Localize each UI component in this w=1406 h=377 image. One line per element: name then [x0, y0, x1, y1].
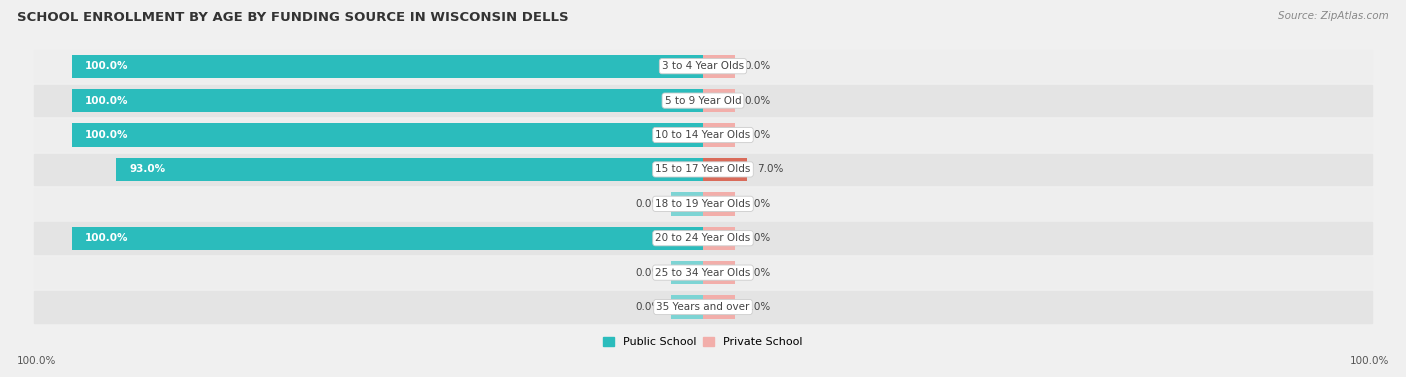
Bar	[703, 261, 734, 284]
Text: 100.0%: 100.0%	[17, 356, 56, 366]
Text: 10 to 14 Year Olds: 10 to 14 Year Olds	[655, 130, 751, 140]
Text: 0.0%: 0.0%	[636, 199, 662, 209]
Bar	[672, 192, 703, 216]
Bar	[72, 227, 703, 250]
Bar	[672, 261, 703, 284]
Bar	[117, 158, 703, 181]
Text: 5 to 9 Year Old: 5 to 9 Year Old	[665, 96, 741, 106]
Bar	[34, 119, 1372, 151]
Text: 100.0%: 100.0%	[84, 61, 128, 71]
Bar	[703, 295, 734, 319]
Text: 93.0%: 93.0%	[129, 164, 165, 175]
Text: 18 to 19 Year Olds: 18 to 19 Year Olds	[655, 199, 751, 209]
Text: 0.0%: 0.0%	[744, 96, 770, 106]
Text: 0.0%: 0.0%	[744, 199, 770, 209]
Text: 35 Years and over: 35 Years and over	[657, 302, 749, 312]
Text: 100.0%: 100.0%	[84, 233, 128, 243]
Bar	[72, 55, 703, 78]
Bar	[34, 51, 1372, 82]
Bar	[72, 89, 703, 112]
Text: 0.0%: 0.0%	[636, 302, 662, 312]
Text: 0.0%: 0.0%	[744, 130, 770, 140]
Text: 0.0%: 0.0%	[744, 302, 770, 312]
Text: 25 to 34 Year Olds: 25 to 34 Year Olds	[655, 268, 751, 277]
Bar	[34, 222, 1372, 254]
Bar	[34, 291, 1372, 323]
Text: 0.0%: 0.0%	[744, 268, 770, 277]
Bar	[72, 123, 703, 147]
Text: 0.0%: 0.0%	[636, 268, 662, 277]
Bar	[703, 158, 747, 181]
Text: 100.0%: 100.0%	[84, 130, 128, 140]
Legend: Public School, Private School: Public School, Private School	[599, 333, 807, 352]
Text: 7.0%: 7.0%	[756, 164, 783, 175]
Bar	[672, 295, 703, 319]
Text: 0.0%: 0.0%	[744, 61, 770, 71]
Text: 15 to 17 Year Olds: 15 to 17 Year Olds	[655, 164, 751, 175]
Text: 20 to 24 Year Olds: 20 to 24 Year Olds	[655, 233, 751, 243]
Bar	[703, 89, 734, 112]
Bar	[703, 55, 734, 78]
Text: 100.0%: 100.0%	[84, 96, 128, 106]
Bar	[34, 257, 1372, 288]
Bar	[34, 85, 1372, 116]
Text: Source: ZipAtlas.com: Source: ZipAtlas.com	[1278, 11, 1389, 21]
Bar	[703, 227, 734, 250]
Bar	[703, 192, 734, 216]
Bar	[34, 188, 1372, 220]
Bar	[34, 153, 1372, 185]
Bar	[703, 123, 734, 147]
Text: 100.0%: 100.0%	[1350, 356, 1389, 366]
Text: SCHOOL ENROLLMENT BY AGE BY FUNDING SOURCE IN WISCONSIN DELLS: SCHOOL ENROLLMENT BY AGE BY FUNDING SOUR…	[17, 11, 568, 24]
Text: 0.0%: 0.0%	[744, 233, 770, 243]
Text: 3 to 4 Year Olds: 3 to 4 Year Olds	[662, 61, 744, 71]
